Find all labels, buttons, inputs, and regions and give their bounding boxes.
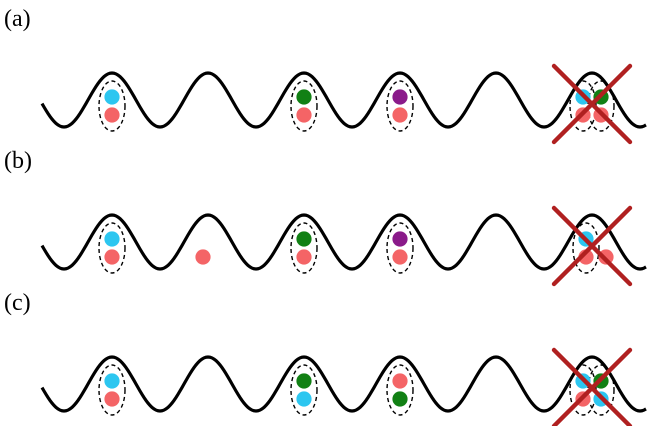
atom-cyan: [104, 89, 120, 105]
panel-label-b: (b): [4, 148, 32, 174]
pair-outline: [98, 364, 126, 416]
pair-outline: [290, 80, 318, 132]
optical-lattice-wave: [40, 213, 647, 271]
lattice-row-a: [40, 63, 647, 145]
pair-outline: [290, 364, 318, 416]
panel-label-c: (c): [4, 290, 31, 316]
cross-mark-stroke: [551, 205, 633, 287]
atom-cyan: [104, 373, 120, 389]
atom-green: [296, 373, 312, 389]
pair-outline: [98, 80, 126, 132]
atom-cyan: [296, 391, 312, 407]
atom-salmon: [104, 107, 120, 123]
cross-mark-stroke: [551, 63, 633, 145]
pair-outline: [587, 364, 615, 416]
atom-purple: [392, 89, 408, 105]
panel-label-a: (a): [4, 6, 31, 32]
pair-outline: [98, 222, 126, 274]
atom-green: [296, 231, 312, 247]
atom-green: [392, 391, 408, 407]
optical-lattice-wave: [40, 71, 647, 129]
optical-lattice-wave: [40, 355, 647, 413]
pair-outline: [587, 80, 615, 132]
lattice-row-c: [40, 347, 647, 426]
panel-b: (b): [4, 148, 647, 287]
atom-salmon: [296, 107, 312, 123]
cross-mark-stroke: [551, 347, 633, 426]
pair-outline: [386, 80, 414, 132]
atom-salmon: [195, 249, 211, 265]
atom-salmon: [104, 249, 120, 265]
pair-outline: [290, 222, 318, 274]
atom-salmon: [296, 249, 312, 265]
panel-a: (a): [4, 6, 647, 145]
pair-outline: [386, 364, 414, 416]
atom-purple: [392, 231, 408, 247]
atom-cyan: [104, 231, 120, 247]
atom-salmon: [392, 373, 408, 389]
pair-outline: [572, 222, 600, 274]
lattice-row-b: [40, 205, 647, 287]
atom-green: [296, 89, 312, 105]
atom-salmon: [392, 107, 408, 123]
atom-salmon: [104, 391, 120, 407]
pair-outline: [386, 222, 414, 274]
atom-salmon: [392, 249, 408, 265]
panel-c: (c): [4, 290, 647, 426]
